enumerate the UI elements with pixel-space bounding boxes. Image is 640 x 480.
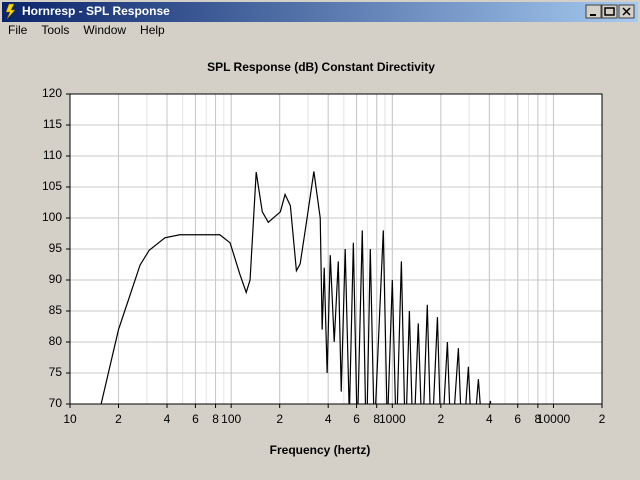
menu-item[interactable]: Tools [41, 23, 69, 37]
y-tick-label: 90 [49, 272, 63, 286]
y-tick-label: 105 [42, 179, 62, 193]
x-tick-label: 4 [164, 412, 171, 426]
x-tick-label: 1000 [379, 412, 406, 426]
y-tick-label: 95 [49, 241, 63, 255]
x-tick-label: 2 [115, 412, 122, 426]
maximize-glyph [604, 7, 615, 16]
x-tick-label: 8 [373, 412, 380, 426]
minimize-button[interactable] [585, 4, 602, 19]
y-tick-label: 115 [43, 117, 62, 131]
y-tick-label: 80 [49, 334, 63, 348]
menu-item[interactable]: File [8, 23, 28, 37]
x-tick-label: 6 [514, 412, 521, 426]
title-bar [2, 2, 638, 22]
y-tick-label: 75 [49, 365, 63, 379]
y-tick-label: 100 [42, 210, 62, 224]
y-tick-label: 110 [43, 148, 62, 162]
curve-layer [100, 171, 492, 404]
x-tick-label: 8 [212, 412, 219, 426]
x-tick-label: 8 [535, 412, 542, 426]
x-axis-label: Frequency (hertz) [270, 443, 371, 457]
spl-curve [100, 171, 492, 404]
grid [66, 93, 603, 408]
x-tick-label: 2 [276, 412, 283, 426]
close-glyph [622, 7, 631, 16]
x-tick-label: 10000 [537, 412, 571, 426]
x-tick-label: 2 [437, 412, 444, 426]
y-tick-label: 85 [49, 303, 63, 317]
x-tick-label: 6 [192, 412, 199, 426]
app-icon [5, 3, 16, 20]
x-tick-label: 100 [221, 412, 241, 426]
menu-item[interactable]: Help [140, 23, 165, 37]
x-tick-label: 6 [353, 412, 360, 426]
plot-border [69, 93, 603, 405]
window-title: Hornresp - SPL Response [22, 4, 170, 18]
x-tick-label: 10 [63, 412, 77, 426]
window-buttons[interactable] [585, 4, 635, 19]
y-tick-label: 120 [42, 86, 62, 100]
x-tick-label: 4 [325, 412, 332, 426]
y-tick-label: 70 [49, 396, 63, 410]
menu-item[interactable]: Window [83, 23, 126, 37]
x-tick-label: 4 [486, 412, 493, 426]
menu-bar: File Tools Window Help [8, 23, 165, 37]
chart-title: SPL Response (dB) Constant Directivity [207, 60, 435, 74]
x-tick-label: 2 [599, 412, 606, 426]
